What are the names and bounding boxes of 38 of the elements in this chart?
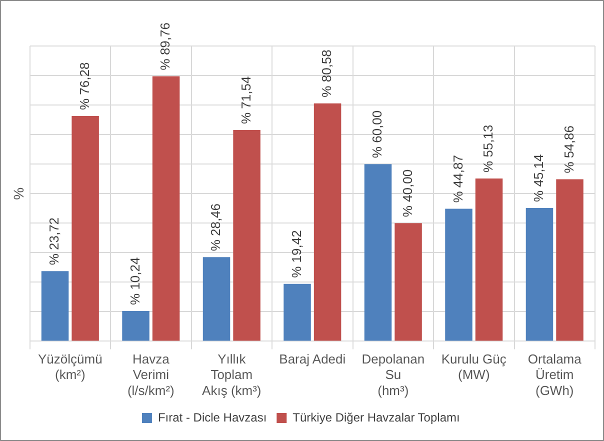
x-tick-label: Yüzölçümü (km²) [38, 352, 102, 382]
data-label: % 28,46 [208, 203, 224, 252]
bar [152, 76, 180, 341]
data-label: % 80,58 [319, 50, 334, 98]
x-tick-label: Havza Verimi (l/s/km²) [127, 352, 174, 398]
data-label: % 10,24 [127, 257, 142, 305]
data-label: % 55,13 [480, 124, 496, 172]
data-label: % 19,42 [288, 230, 304, 278]
bar [364, 164, 392, 341]
data-label: % 60,00 [370, 110, 385, 158]
x-tick-label: Depolanan Su (hm³) [362, 352, 425, 398]
data-label: % 40,00 [400, 169, 415, 218]
bar [394, 223, 422, 341]
legend-label: Fırat - Dicle Havzası [158, 410, 267, 424]
data-label: % 54,86 [561, 126, 576, 174]
legend-label: Türkiye Diğer Havzalar Toplamı [292, 410, 460, 424]
data-label: % 23,72 [46, 217, 62, 266]
bar [122, 310, 150, 341]
x-tick-label: Baraj Adedi [279, 352, 346, 367]
data-label: % 71,54 [238, 76, 254, 124]
bar [284, 284, 311, 341]
bar [202, 257, 230, 341]
bar [314, 103, 342, 341]
bar [445, 208, 472, 341]
data-label: % 89,76 [158, 22, 173, 70]
data-label: % 76,28 [76, 62, 92, 110]
x-tick-label: Kurulu Güç (MW) [441, 352, 507, 382]
x-tick-label: Yıllık Toplam Akış (km³) [202, 352, 262, 398]
bar [556, 179, 584, 341]
bar [41, 271, 69, 341]
y-axis-title: % [10, 187, 26, 200]
bar [72, 116, 99, 341]
bar [475, 178, 503, 341]
data-label: % 45,14 [531, 154, 546, 202]
data-label: % 44,87 [450, 155, 466, 203]
bar [526, 208, 554, 341]
bar [233, 130, 260, 341]
x-tick-label: Ortalama Üretim (GWh) [528, 352, 582, 398]
